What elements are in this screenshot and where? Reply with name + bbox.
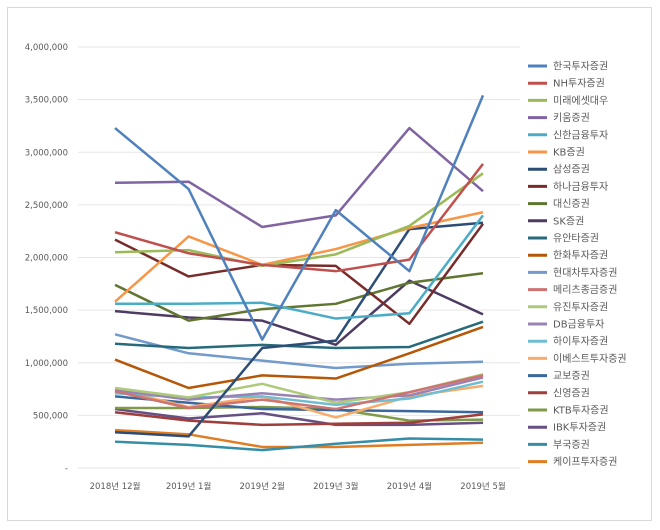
legend-label: 하이투자증권 [553, 335, 608, 348]
y-tick-label: 1,000,000 [25, 359, 68, 369]
series-line-4 [114, 126, 484, 229]
legend-label: 신영증권 [553, 387, 590, 399]
legend-label: 유안타증권 [553, 233, 599, 245]
chart-frame [7, 7, 652, 521]
series-line-5 [115, 214, 484, 320]
y-tick-label: 2,500,000 [25, 201, 68, 211]
series-line-1 [114, 94, 485, 341]
y-tick-label: - [65, 464, 68, 474]
legend-label: DB금융투자 [553, 319, 604, 331]
legend-label: 대신증권 [553, 198, 590, 210]
legend-label: 신한금융투자 [553, 129, 608, 141]
x-tick-label: 2019년 2월 [240, 481, 285, 492]
series-line-10 [114, 279, 484, 347]
legend-label: 유진투자증권 [553, 301, 608, 313]
series-line-23 [114, 437, 484, 452]
legend-label: 한국투자증권 [553, 61, 608, 73]
legend-label: NH투자증권 [553, 78, 605, 90]
series-line-22 [114, 407, 484, 427]
series-line-19 [114, 395, 484, 414]
legend-label: 한화투자증권 [553, 250, 608, 262]
series-line-8 [114, 223, 485, 326]
legend-label: 미래에셋대우 [553, 95, 608, 107]
x-tick-label: 2018년 12월 [90, 481, 141, 492]
x-tick-label: 2019년 5월 [460, 481, 505, 492]
y-tick-label: 3,500,000 [25, 96, 68, 106]
legend-label: SK증권 [553, 215, 584, 227]
series-line-14 [114, 374, 484, 411]
x-tick-label: 2019년 4월 [387, 481, 432, 492]
series-line-11 [114, 320, 484, 350]
y-tick-label: 2,000,000 [25, 254, 68, 264]
y-tick-label: 3,000,000 [25, 148, 68, 158]
legend-label: 케이프투자증권 [553, 456, 617, 468]
legend-label: 이베스트투자증권 [553, 353, 627, 365]
x-tick-label: 2019년 3월 [313, 481, 358, 492]
legend-label: 하나금융투자 [553, 180, 608, 193]
series-line-13 [114, 333, 484, 370]
legend-label: 삼성증권 [553, 164, 590, 176]
y-tick-label: 500,000 [33, 411, 68, 421]
y-tick-label: 4,000,000 [25, 43, 68, 53]
series-line-6 [114, 211, 484, 303]
legend-label: IBK투자증권 [553, 422, 606, 434]
legend-label: 교보증권 [553, 370, 590, 382]
series-line-2 [114, 163, 484, 273]
series-line-16 [114, 376, 484, 401]
series-line-7 [114, 221, 484, 438]
y-tick-label: 1,500,000 [25, 306, 68, 316]
series-line-9 [114, 272, 484, 322]
x-tick-label: 2019년 1월 [166, 481, 211, 492]
legend-label: 메리츠종금증권 [553, 284, 617, 296]
series-line-20 [114, 410, 484, 427]
series-line-12 [114, 325, 484, 390]
legend-label: 현대차투자증권 [553, 267, 617, 279]
legend-label: KB증권 [553, 147, 585, 159]
legend-label: 부국증권 [553, 439, 590, 451]
legend-label: KTB투자증권 [553, 405, 609, 417]
legend-label: 키움증권 [553, 112, 590, 124]
